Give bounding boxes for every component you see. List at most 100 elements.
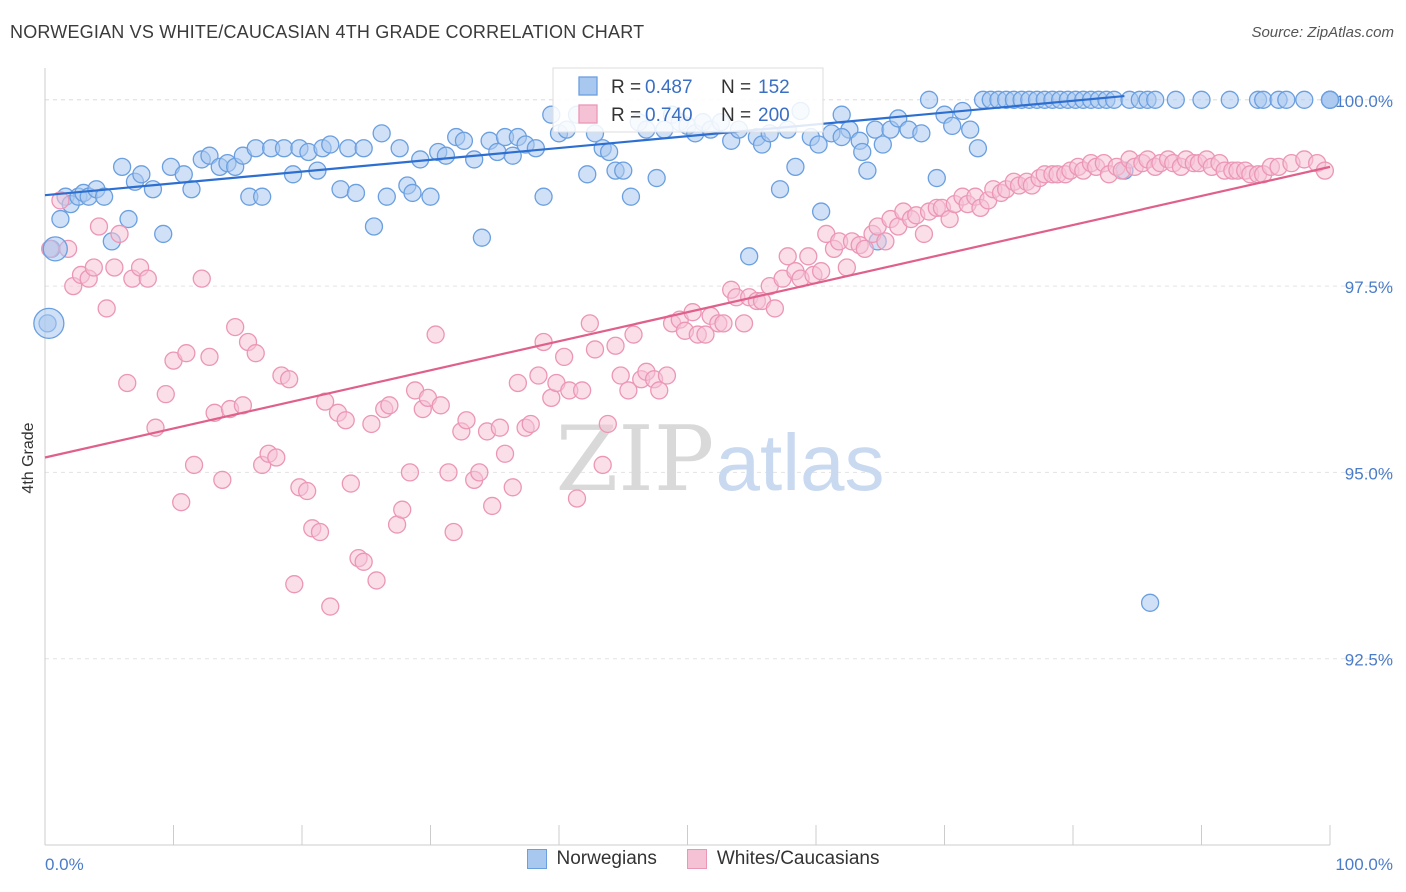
data-point bbox=[400, 463, 420, 482]
data-point bbox=[1192, 90, 1211, 109]
data-point bbox=[943, 116, 962, 136]
data-point bbox=[534, 332, 553, 352]
data-point bbox=[508, 373, 528, 393]
data-point bbox=[1104, 90, 1124, 109]
data-point bbox=[837, 258, 856, 277]
data-point bbox=[598, 414, 617, 434]
data-point bbox=[470, 463, 489, 482]
data-point bbox=[853, 142, 872, 162]
data-point bbox=[614, 161, 633, 180]
trend-line-whites bbox=[44, 165, 1331, 459]
data-point bbox=[119, 209, 138, 229]
legend: Norwegians Whites/Caucasians bbox=[0, 848, 1406, 870]
legend-swatch-whites bbox=[686, 849, 707, 869]
data-point bbox=[534, 187, 553, 206]
data-point bbox=[483, 496, 502, 516]
data-point bbox=[321, 135, 340, 154]
data-point bbox=[341, 474, 360, 493]
stats-n-label: N = bbox=[721, 105, 751, 126]
data-point bbox=[832, 127, 851, 147]
data-point bbox=[154, 224, 173, 244]
data-point bbox=[858, 161, 877, 180]
data-point bbox=[619, 381, 638, 400]
data-point bbox=[84, 258, 103, 277]
data-point bbox=[1220, 90, 1239, 109]
stats-n-label: N = bbox=[721, 77, 751, 98]
data-point bbox=[403, 183, 422, 203]
data-point bbox=[593, 455, 612, 475]
data-point bbox=[554, 347, 574, 367]
stats-r-value: 0.740 bbox=[645, 105, 693, 126]
data-point bbox=[331, 180, 350, 199]
data-point bbox=[274, 139, 294, 158]
data-point bbox=[51, 209, 70, 229]
data-point bbox=[696, 325, 715, 344]
data-point bbox=[611, 366, 630, 385]
stats-swatch-norwegians bbox=[578, 76, 598, 96]
data-point bbox=[110, 224, 129, 244]
stats-r-label: R = bbox=[611, 105, 641, 126]
watermark-atlas: atlas bbox=[716, 418, 885, 507]
data-point bbox=[172, 493, 191, 512]
legend-item-norwegians: Norwegians bbox=[526, 848, 657, 870]
data-point bbox=[567, 489, 587, 508]
y-tick-label: 100.0% bbox=[1335, 92, 1393, 111]
data-point bbox=[200, 146, 219, 165]
y-axis-label: 4th Grade bbox=[20, 422, 37, 493]
data-point bbox=[914, 224, 934, 244]
data-point bbox=[912, 124, 931, 143]
data-point bbox=[112, 157, 132, 177]
data-point bbox=[572, 381, 592, 400]
data-point bbox=[346, 183, 366, 203]
data-point bbox=[457, 411, 476, 430]
data-point bbox=[799, 247, 818, 266]
data-point bbox=[444, 522, 463, 542]
data-point bbox=[919, 90, 939, 109]
data-point bbox=[372, 124, 391, 143]
data-point bbox=[621, 187, 641, 206]
data-point bbox=[1140, 593, 1160, 612]
stats-r-value: 0.487 bbox=[645, 77, 693, 98]
data-point bbox=[968, 139, 988, 158]
legend-label-whites: Whites/Caucasians bbox=[716, 848, 880, 869]
data-point bbox=[336, 411, 355, 430]
data-point bbox=[961, 120, 980, 139]
data-point bbox=[811, 262, 831, 281]
data-point bbox=[390, 139, 409, 158]
data-point bbox=[472, 228, 492, 247]
data-point bbox=[855, 239, 874, 258]
data-point bbox=[734, 314, 754, 333]
trend-line-norwegians bbox=[44, 94, 1125, 197]
data-point bbox=[876, 232, 895, 251]
data-point bbox=[1277, 90, 1296, 109]
data-point bbox=[580, 314, 599, 333]
data-point bbox=[624, 325, 643, 344]
data-point bbox=[431, 396, 450, 415]
data-point bbox=[213, 470, 232, 490]
data-point bbox=[426, 325, 445, 344]
x-tick-label: 100.0% bbox=[1335, 855, 1393, 874]
data-point bbox=[310, 522, 330, 542]
data-point bbox=[279, 370, 299, 389]
stats-r-label: R = bbox=[611, 77, 641, 98]
data-point-large bbox=[33, 307, 65, 340]
data-point bbox=[97, 299, 116, 318]
data-point bbox=[297, 481, 317, 501]
data-point bbox=[714, 314, 733, 333]
data-point bbox=[143, 180, 163, 199]
data-point bbox=[377, 187, 396, 206]
data-point bbox=[778, 247, 797, 266]
data-point bbox=[811, 202, 831, 221]
data-point bbox=[321, 597, 340, 616]
data-point bbox=[421, 187, 440, 206]
data-point bbox=[156, 385, 175, 404]
data-point bbox=[770, 180, 790, 199]
data-point bbox=[439, 463, 458, 482]
data-point bbox=[786, 157, 805, 177]
data-point bbox=[118, 373, 137, 393]
data-point bbox=[51, 191, 70, 210]
data-point bbox=[132, 165, 151, 184]
data-point bbox=[1315, 161, 1335, 180]
data-point bbox=[184, 455, 204, 475]
